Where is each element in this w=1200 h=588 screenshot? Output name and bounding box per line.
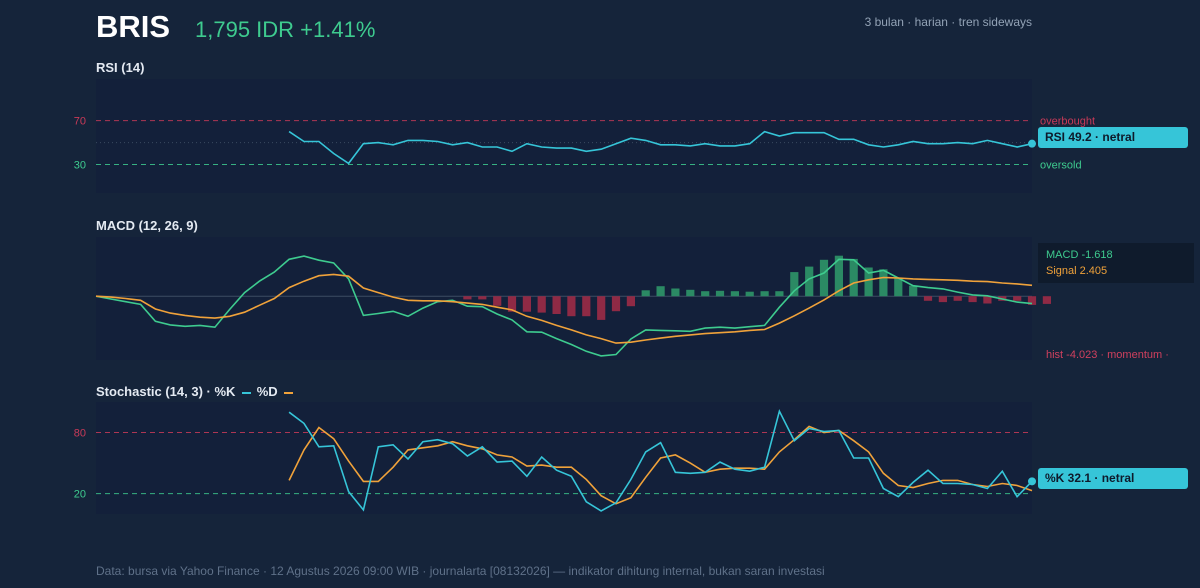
rsi-readout-text: RSI 49.2 · netral <box>1045 130 1135 144</box>
stoch-tick-label: 80 <box>74 428 86 440</box>
macd-hist-bar <box>1027 296 1037 305</box>
stoch-title-text: Stochastic (14, 3) · %K <box>96 384 236 399</box>
macd-hist-bar <box>834 255 843 297</box>
macd-hist-bar <box>879 269 888 297</box>
stoch-tick-label: 20 <box>74 489 86 501</box>
stoch-readout-bg <box>1038 468 1188 489</box>
macd-hist-bar <box>537 296 546 313</box>
macd-hist-bar <box>1042 296 1051 304</box>
ticker-symbol: BRIS <box>96 9 171 44</box>
macd-hist-bar <box>864 267 873 297</box>
rsi-last-point <box>1028 139 1036 148</box>
macd-hist-bar <box>849 258 858 297</box>
macd-hist-bar <box>463 296 472 300</box>
rsi-line <box>288 130 1033 165</box>
rsi-level-label: overbought <box>1040 116 1095 128</box>
rsi-readout-bg <box>1038 127 1188 148</box>
macd-hist-bar <box>715 290 725 297</box>
macd-hist-bar <box>701 291 710 297</box>
macd-readout-bg <box>1038 243 1194 283</box>
macd-readout-signal: Signal 2.405 <box>1046 265 1107 277</box>
stoch-title: Stochastic (14, 3) · %K %D <box>96 384 294 400</box>
macd-hist-bar <box>819 259 829 297</box>
macd-hist-bar <box>790 272 799 297</box>
macd-hist-bar <box>953 296 962 301</box>
rsi-level-label: oversold <box>1040 160 1082 172</box>
macd-readout-macd: MACD -1.618 <box>1046 249 1113 261</box>
macd-hist-bar <box>656 286 665 297</box>
macd-readout-hist: hist -4.023 · momentum · <box>1046 349 1169 361</box>
macd-hist-bar <box>522 296 531 312</box>
footer-note: Data: bursa via Yahoo Finance · 12 Agust… <box>96 564 825 578</box>
macd-hist-bar <box>760 291 769 297</box>
macd-hist-bar <box>493 296 502 306</box>
macd-line <box>95 255 1033 357</box>
macd-hist-bar <box>671 288 680 297</box>
rsi-tick-label: 30 <box>74 160 86 172</box>
macd-hist-bar <box>567 296 576 317</box>
macd-hist-bar <box>641 290 650 297</box>
macd-hist-bar <box>983 296 992 304</box>
rsi-panel <box>96 79 1032 193</box>
d-legend-swatch <box>284 391 294 394</box>
macd-panel <box>96 237 1032 360</box>
macd-hist-bar <box>745 291 754 297</box>
macd-hist-bar <box>775 291 784 297</box>
macd-hist-bar <box>938 296 947 303</box>
macd-hist-bar <box>968 296 977 303</box>
macd-title: MACD (12, 26, 9) <box>96 218 198 233</box>
macd-hist-bar <box>923 296 933 301</box>
macd-hist-bar <box>686 289 695 297</box>
macd-hist-bar <box>626 296 635 307</box>
macd-hist-bar <box>478 296 487 300</box>
macd-hist-bar <box>611 296 621 312</box>
macd-hist-bar <box>909 285 918 297</box>
stoch-readout-text: %K 32.1 · netral <box>1045 471 1134 485</box>
macd-hist-bar <box>730 291 739 297</box>
stoch-last-point <box>1028 477 1036 486</box>
stoch-k-line <box>288 408 1033 512</box>
macd-hist-bar <box>805 266 814 297</box>
macd-hist-bar <box>507 296 517 312</box>
rsi-tick-label: 70 <box>74 116 86 128</box>
stoch-title-d: %D <box>256 384 278 399</box>
macd-hist-bar <box>894 277 903 297</box>
stoch-panel <box>96 402 1032 514</box>
price-change: 1,795 IDR +1.41% <box>195 17 376 42</box>
rsi-title: RSI (14) <box>96 60 145 75</box>
macd-hist-bar <box>1013 296 1022 301</box>
macd-hist-bar <box>582 296 591 317</box>
macd-signal-line <box>95 273 1033 344</box>
macd-hist-bar <box>597 296 606 320</box>
macd-hist-bar <box>552 296 561 314</box>
chart-meta: 3 bulan · harian · tren sideways <box>864 15 1032 29</box>
k-legend-swatch <box>242 391 252 394</box>
